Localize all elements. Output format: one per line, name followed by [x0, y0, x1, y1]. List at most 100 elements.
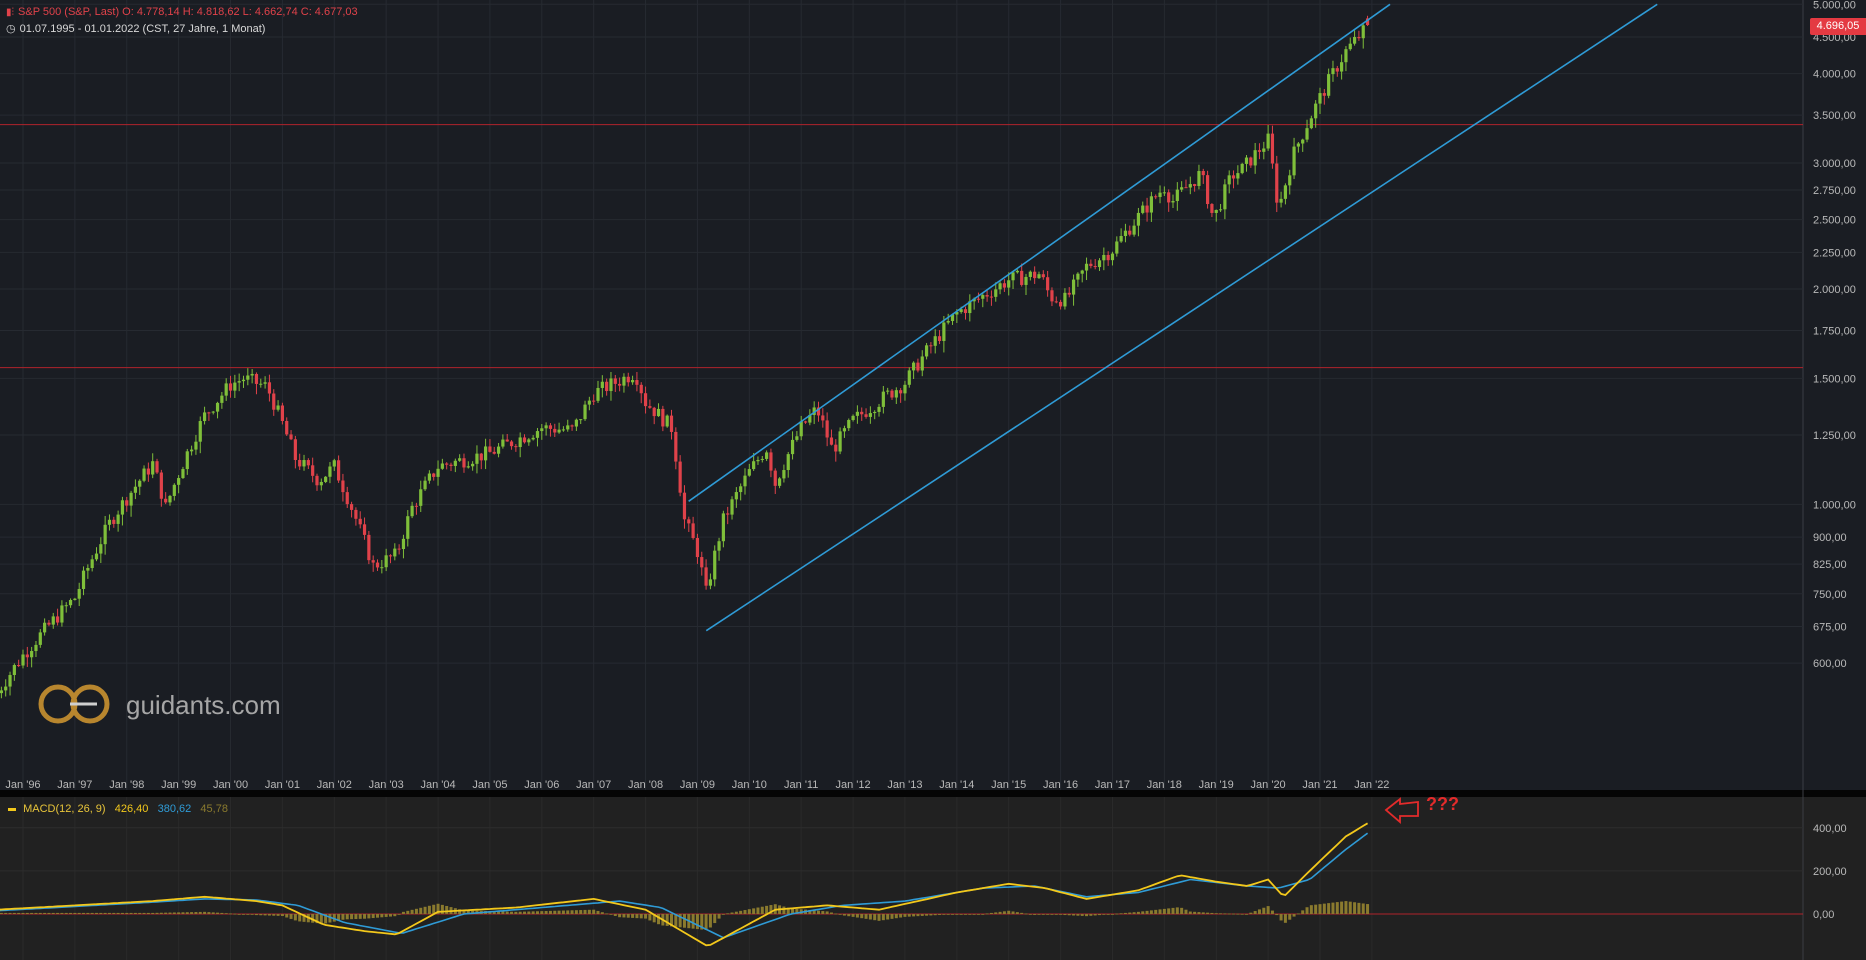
candle-body [138, 480, 142, 487]
price-y-tick-label: 1.500,00 [1813, 373, 1856, 385]
clock-icon: ◷ [6, 23, 16, 35]
candle-body [721, 513, 725, 542]
candle-body [989, 296, 994, 298]
candle-body [4, 686, 8, 691]
macd-histogram-bar [1214, 913, 1218, 915]
candle-body [1296, 143, 1300, 147]
candle-body [752, 461, 756, 470]
candle-body [574, 419, 578, 427]
macd-histogram-bar [968, 914, 972, 915]
macd-histogram-bar [1318, 904, 1322, 914]
candle-body [1080, 270, 1084, 274]
macd-histogram-bar [972, 914, 976, 915]
macd-histogram-bar [371, 914, 375, 919]
candle-body [717, 541, 721, 551]
macd-histogram-bar [1085, 914, 1089, 917]
candle-body [21, 654, 25, 666]
candle-body [708, 579, 713, 586]
macd-histogram-bar [743, 910, 747, 914]
macd-histogram-bar [1072, 914, 1076, 916]
candle-body [756, 459, 760, 462]
candle-body [449, 464, 453, 466]
candle-body [1292, 146, 1296, 176]
candle-body [531, 437, 535, 440]
macd-histogram-bar [90, 912, 94, 914]
candle-body [726, 513, 730, 515]
candle-body [1102, 254, 1106, 261]
candle-body [479, 453, 483, 461]
candle-body [1106, 254, 1110, 261]
candle-body [933, 336, 937, 346]
macd-histogram-bar [756, 907, 760, 914]
candle-body [194, 441, 198, 450]
x-tick-label: Jan '00 [213, 779, 248, 791]
candle-body [462, 458, 466, 468]
macd-histogram-bar [56, 912, 60, 914]
macd-histogram-bar [713, 914, 717, 924]
macd-histogram-bar [721, 914, 725, 915]
candle-body [929, 345, 933, 347]
macd-histogram-bar [925, 914, 929, 916]
candle-body [177, 478, 181, 485]
macd-histogram-bar [142, 912, 146, 914]
macd-histogram-bar [1136, 911, 1140, 914]
macd-histogram-bar [670, 914, 673, 927]
macd-histogram-bar [384, 914, 388, 917]
macd-histogram-bar [842, 914, 846, 916]
candle-body [505, 439, 509, 442]
candle-body [713, 550, 717, 580]
macd-histogram-bar [1201, 912, 1205, 914]
macd-histogram-bar [739, 910, 743, 914]
candle-body [557, 429, 561, 433]
candle-body [328, 466, 332, 477]
candle-body [483, 446, 488, 461]
candle-body [1162, 192, 1166, 194]
candle-body [1097, 260, 1102, 268]
candle-body [410, 505, 414, 517]
macd-y-tick-label: 200,00 [1813, 866, 1847, 878]
macd-histogram-bar [553, 910, 557, 914]
candle-body [367, 534, 371, 561]
macd-histogram-bar [596, 910, 600, 914]
macd-histogram-bar [311, 914, 315, 923]
macd-histogram-bar [929, 914, 933, 916]
macd-histogram-bar [548, 910, 552, 914]
candle-body [950, 314, 955, 322]
macd-histogram-bar [146, 912, 150, 914]
candle-body [349, 504, 354, 510]
macd-histogram-bar [1314, 904, 1318, 914]
candle-body [842, 428, 847, 432]
candle-body [423, 480, 427, 490]
macd-histogram-bar [765, 905, 769, 914]
macd-histogram-bar [462, 910, 466, 914]
macd-histogram-bar [527, 911, 531, 914]
macd-histogram-bar [224, 913, 228, 914]
macd-histogram-bar [816, 910, 820, 914]
candle-body [803, 421, 808, 423]
macd-histogram-bar [1028, 914, 1032, 915]
macd-histogram-bar [229, 913, 233, 915]
signal-legend-value: 380,62 [157, 803, 192, 815]
macd-histogram-bar [1219, 913, 1223, 915]
candle-body [419, 489, 423, 506]
macd-histogram-bar [1357, 902, 1361, 914]
candle-body [371, 560, 375, 563]
x-tick-label: Jan '18 [1147, 779, 1182, 791]
macd-histogram-bar [708, 914, 712, 928]
macd-histogram-bar [1322, 903, 1326, 914]
macd-histogram-bar [107, 912, 111, 914]
macd-histogram-bar [1158, 909, 1162, 914]
macd-histogram-bar [419, 907, 423, 914]
candle-body [1071, 279, 1076, 295]
candle-body [1218, 209, 1223, 211]
macd-histogram-bar [851, 914, 855, 917]
candle-body [388, 555, 393, 557]
candle-body [246, 375, 250, 380]
macd-histogram-bar [726, 913, 730, 915]
candle-body [1266, 133, 1270, 149]
candle-body [1123, 230, 1128, 237]
macd-histogram-bar [263, 914, 267, 916]
price-y-tick-label: 4.500,00 [1813, 32, 1856, 44]
macd-histogram-bar [540, 911, 544, 914]
